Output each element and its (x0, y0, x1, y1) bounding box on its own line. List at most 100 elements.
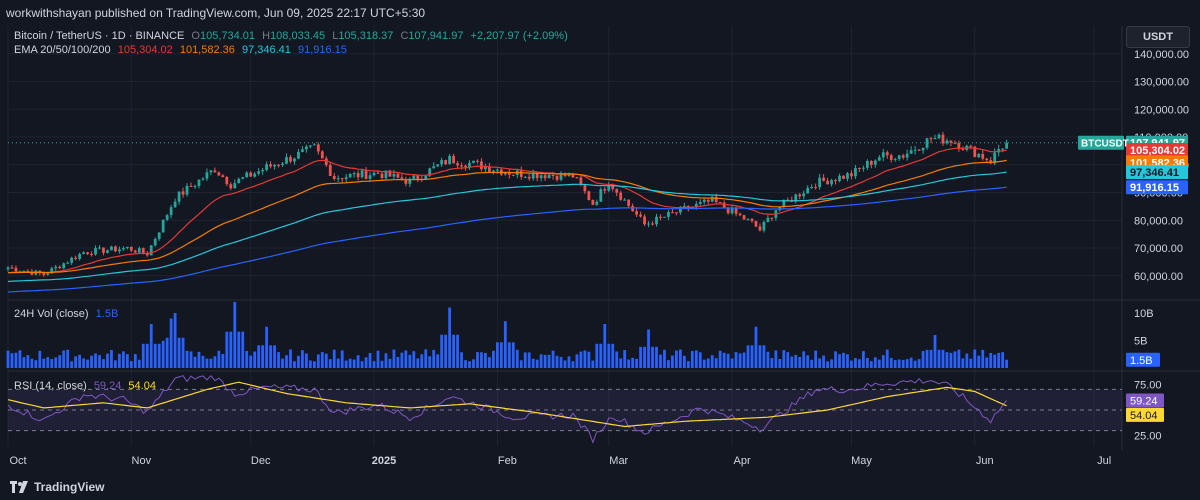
volume-bar (189, 351, 193, 368)
chart-panel[interactable]: 60,000.0070,000.0080,000.0090,000.00100,… (0, 26, 1200, 476)
volume-bar (125, 354, 129, 368)
candle-body (452, 155, 455, 164)
volume-bar (14, 352, 18, 368)
high-value: 108,033.45 (270, 30, 326, 42)
candle-body (448, 155, 452, 165)
volume-bar (647, 329, 650, 368)
volume-bar (766, 351, 770, 368)
volume-bar (364, 357, 368, 368)
currency-button[interactable]: USDT (1126, 26, 1190, 48)
candle-body (929, 138, 933, 140)
candle-body (810, 187, 814, 189)
candle-body (539, 175, 543, 179)
volume-bar (706, 358, 710, 368)
tradingview-logo[interactable]: TradingView (10, 480, 104, 494)
candle-body (58, 266, 62, 269)
candle-body (484, 166, 487, 170)
rsi-tick-label: 25.00 (1134, 431, 1162, 443)
ema-tag-3: 91,916.15 (1126, 180, 1188, 195)
symbol-tag: BTCUSDT (1078, 135, 1129, 150)
candle-body (229, 184, 233, 189)
volume-bar (38, 350, 42, 368)
candle-body (74, 257, 78, 259)
volume-bar (830, 359, 833, 368)
candle-body (376, 172, 380, 174)
volume-bar (929, 349, 933, 368)
candle-body (647, 223, 650, 225)
volume-bar (265, 326, 268, 368)
candle-body (583, 185, 587, 192)
volume-bar (655, 346, 658, 368)
candle-body (893, 158, 897, 160)
volume-bar (710, 355, 714, 368)
volume-bar (690, 351, 694, 368)
candle-body (217, 172, 221, 176)
tradingview-logo-text: TradingView (34, 480, 105, 494)
candle-body (277, 164, 280, 166)
candle-body (698, 202, 702, 204)
volume-bar (869, 361, 873, 368)
volume-bar (1001, 352, 1005, 368)
candle-body (503, 172, 507, 175)
volume-bar (559, 356, 563, 368)
volume-bar (551, 350, 555, 368)
candle-body (555, 175, 559, 180)
volume-bar (476, 352, 479, 368)
volume-bar (225, 331, 229, 368)
volume-bar (118, 353, 121, 368)
candle-body (639, 214, 642, 217)
time-tick-label: Dec (251, 455, 271, 467)
candle-body (547, 174, 551, 179)
candle-body (480, 161, 483, 170)
volume-last-tag-text: 1.5B (1130, 355, 1153, 367)
candle-body (798, 194, 802, 197)
candle-body (106, 250, 109, 253)
ema-label[interactable]: EMA 20/50/100/200 (14, 44, 111, 56)
volume-bar (197, 351, 201, 368)
volume-tick-label: 5B (1134, 336, 1147, 348)
volume-bar (312, 361, 316, 368)
publisher-bar: workwithshayan published on TradingView.… (0, 0, 1200, 26)
volume-bar (539, 354, 543, 368)
volume-bar (921, 351, 925, 368)
chart-canvas[interactable]: 60,000.0070,000.0080,000.0090,000.00100,… (0, 26, 1200, 476)
volume-label[interactable]: 24H Vol (close) (14, 308, 89, 320)
volume-bar (826, 361, 829, 368)
volume-bar (205, 358, 209, 368)
candle-body (86, 252, 89, 254)
volume-bar (70, 361, 74, 368)
volume-bar (794, 354, 798, 368)
candle-body (54, 266, 58, 269)
candle-body (937, 134, 941, 139)
candle-body (332, 175, 336, 179)
volume-bar (997, 352, 1001, 368)
volume-bar (488, 357, 491, 368)
volume-bar (977, 355, 981, 368)
rsi-label[interactable]: RSI (14, close) (14, 380, 87, 392)
candle-body (456, 163, 459, 166)
volume-bar (316, 354, 320, 368)
candle-body (181, 191, 185, 195)
volume-bar (30, 358, 34, 368)
candle-body (655, 216, 658, 225)
candle-body (114, 246, 117, 252)
candle-body (161, 219, 165, 233)
volume-bar (933, 335, 937, 368)
volume-bar (742, 352, 746, 368)
candle-body (806, 187, 810, 194)
volume-bar (746, 345, 750, 368)
candle-body (897, 155, 901, 159)
volume-bar (913, 360, 917, 368)
footer-bar: TradingView (0, 476, 1200, 500)
candle-body (678, 206, 682, 213)
volume-bar (245, 350, 249, 368)
time-axis: Oct Nov Dec 2025 Feb Mar Apr May Jun Jul (9, 455, 1111, 467)
candle-body (110, 246, 113, 251)
volume-bar (241, 331, 245, 368)
volume-bar (408, 354, 412, 368)
candle-body (838, 175, 841, 182)
candle-body (137, 248, 141, 253)
candle-body (667, 212, 670, 217)
symbol-title[interactable]: Bitcoin / TetherUS · 1D · BINANCE (14, 30, 185, 42)
volume-bar (846, 354, 849, 368)
